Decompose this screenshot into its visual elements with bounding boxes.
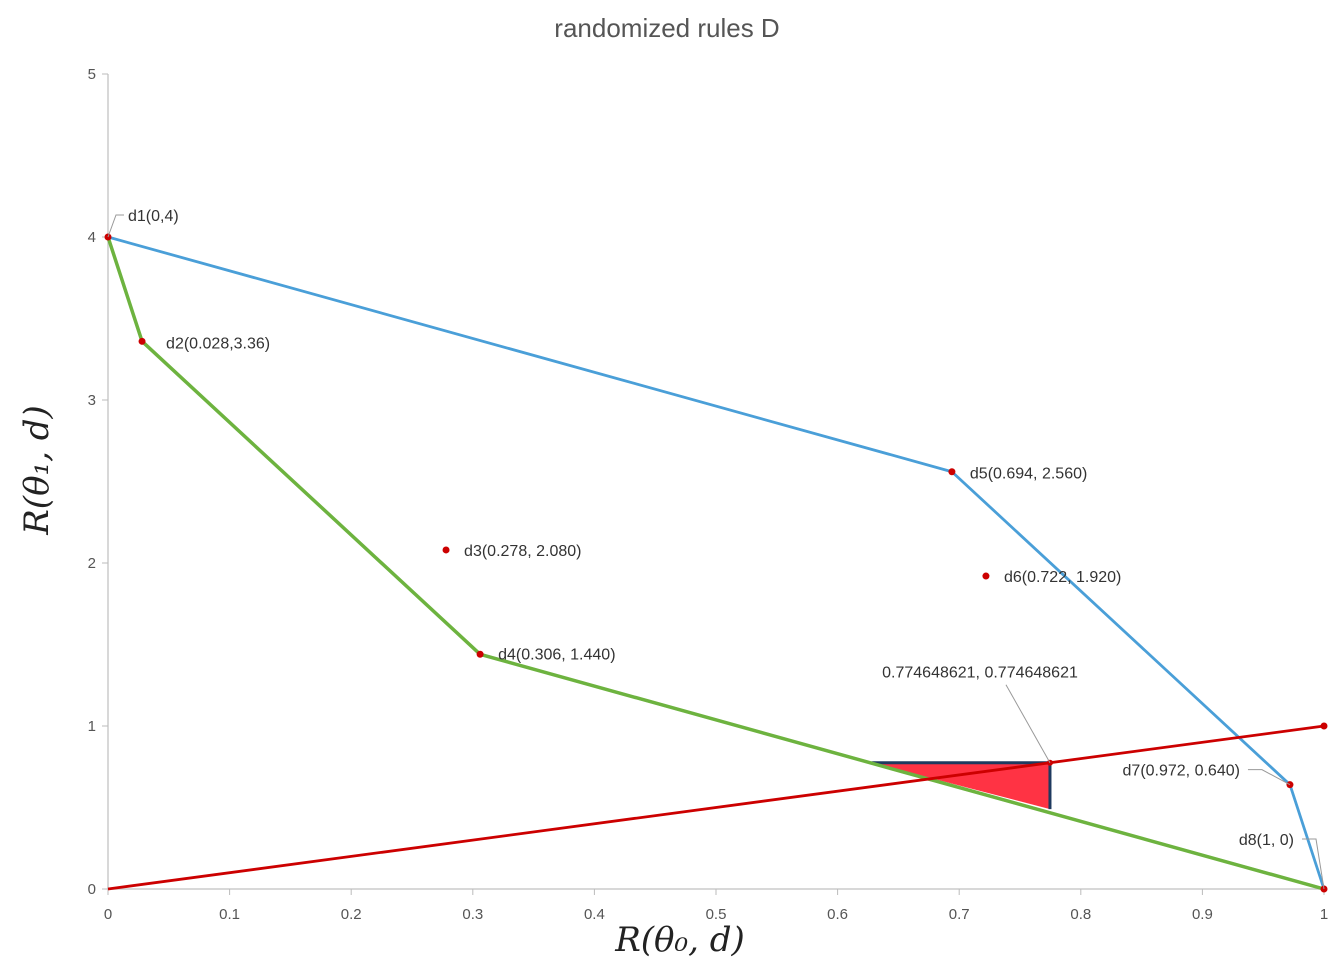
x-tick-label: 0.6 bbox=[827, 906, 848, 923]
y-tick-label: 3 bbox=[88, 392, 96, 409]
point-label-d4: d4(0.306, 1.440) bbox=[498, 646, 615, 663]
point-label-d1: d1(0,4) bbox=[128, 208, 179, 225]
x-tick-label: 0.5 bbox=[706, 906, 727, 923]
convex-hull-line bbox=[106, 235, 1326, 891]
x-tick-label: 1 bbox=[1320, 906, 1328, 923]
x-axis-label: R(θ₀, d) bbox=[614, 920, 745, 960]
plot-area: d1(0,4) d2(0.028,3.36) d3(0.278, 2.080) d4(… bbox=[104, 208, 1328, 893]
admissible-boundary-line bbox=[106, 236, 1325, 891]
x-tick-label: 0 bbox=[104, 906, 112, 923]
label-leader-d8 bbox=[1302, 838, 1325, 890]
x-tick-label: 0.7 bbox=[949, 906, 970, 923]
point-label-d7: d7(0.972, 0.640) bbox=[1123, 763, 1240, 780]
point-d5 bbox=[948, 468, 956, 476]
y-tick-label: 0 bbox=[88, 881, 96, 898]
point-label-d8: d8(1, 0) bbox=[1239, 832, 1294, 849]
point-label-d5: d5(0.694, 2.560) bbox=[970, 466, 1087, 483]
point-d6 bbox=[982, 572, 990, 580]
diagonal-end-point bbox=[1320, 722, 1328, 730]
x-tick-label: 0.8 bbox=[1070, 906, 1091, 923]
x-tick-label: 0.2 bbox=[341, 906, 362, 923]
y-tick-label: 5 bbox=[88, 66, 96, 83]
label-leader-d1 bbox=[107, 214, 124, 238]
label-leader-d7 bbox=[1247, 769, 1291, 786]
y-tick-label: 4 bbox=[88, 229, 96, 246]
x-tick-label: 0.4 bbox=[584, 906, 605, 923]
x-tick-label: 0.9 bbox=[1192, 906, 1213, 923]
highlight-leader bbox=[1005, 684, 1051, 763]
highlight-label: 0.774648621, 0.774648621 bbox=[882, 665, 1078, 682]
point-label-d3: d3(0.278, 2.080) bbox=[464, 543, 581, 560]
diagonal-line bbox=[107, 724, 1325, 891]
y-tick-label: 2 bbox=[88, 555, 96, 572]
y-tick-label: 1 bbox=[88, 718, 96, 735]
chart-title: randomized rules D bbox=[554, 13, 779, 43]
point-label-d6: d6(0.722, 1.920) bbox=[1004, 569, 1121, 586]
x-tick-label: 0.1 bbox=[219, 906, 240, 923]
highlight-region bbox=[871, 762, 1050, 810]
point-d4 bbox=[476, 650, 484, 658]
x-tick-label: 0.3 bbox=[462, 906, 483, 923]
point-d2 bbox=[138, 337, 146, 345]
y-axis-label: R(θ₁, d) bbox=[17, 405, 57, 536]
point-label-d2: d2(0.028,3.36) bbox=[166, 335, 270, 352]
point-d3 bbox=[442, 546, 450, 554]
axes: 0 0.1 0.2 0.3 0.4 0.5 0.6 0.7 0.8 0.9 1 0 1 2 3 4 5 bbox=[88, 66, 1329, 923]
